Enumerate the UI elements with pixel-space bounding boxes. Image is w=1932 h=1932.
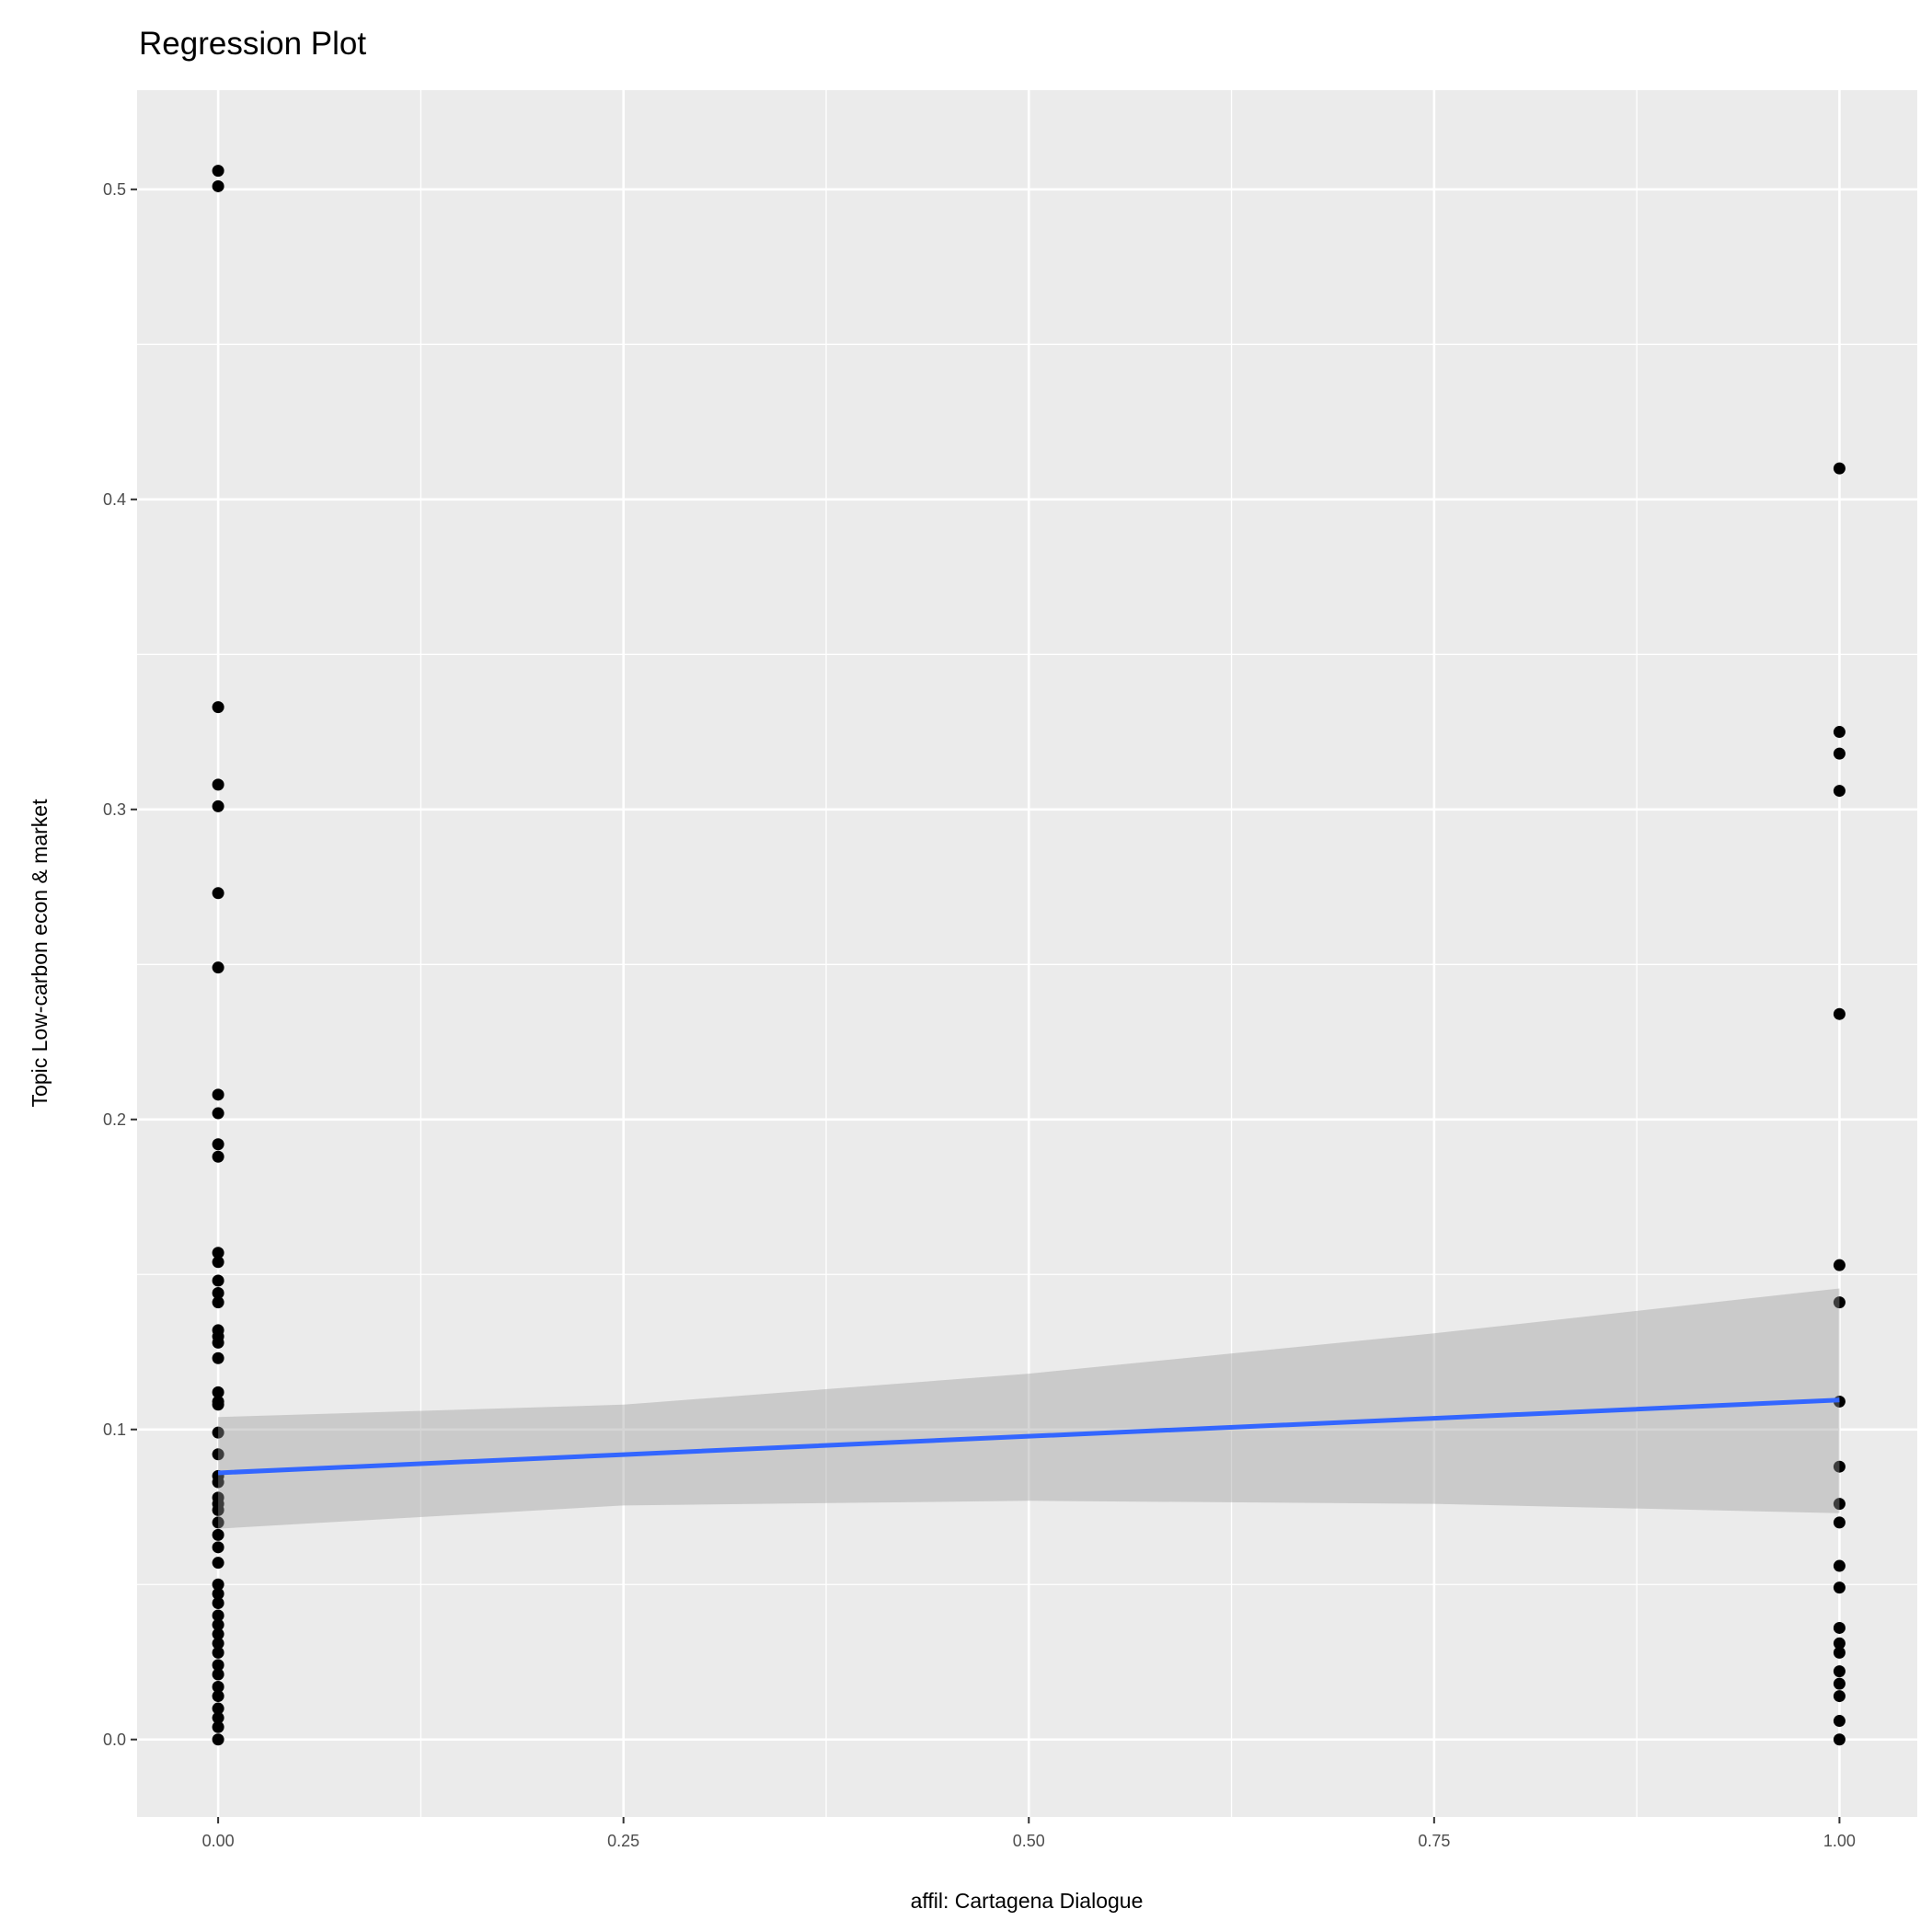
chart-title: Regression Plot <box>139 26 366 62</box>
y-tick-label: 0.4 <box>103 490 126 509</box>
data-point <box>212 1720 224 1733</box>
data-point <box>1833 1259 1846 1271</box>
data-point <box>212 1386 224 1398</box>
data-point <box>1833 1677 1846 1690</box>
data-point <box>1833 1690 1846 1703</box>
data-point <box>1833 785 1846 798</box>
y-tick-label: 0.0 <box>103 1731 126 1749</box>
data-point <box>212 701 224 714</box>
data-point <box>1833 1715 1846 1728</box>
y-tick-label: 0.5 <box>103 180 126 199</box>
data-point <box>212 1637 224 1650</box>
y-tick-label: 0.2 <box>103 1110 126 1129</box>
data-point <box>212 1618 224 1631</box>
y-axis-title: Topic Low-carbon econ & market <box>28 799 52 1108</box>
x-tick-label: 0.25 <box>607 1832 639 1850</box>
data-point <box>212 1668 224 1681</box>
data-point <box>212 1659 224 1672</box>
data-point <box>212 1557 224 1570</box>
x-axis-title: affil: Cartagena Dialogue <box>911 1889 1144 1913</box>
data-point <box>212 1680 224 1693</box>
data-point <box>1833 1460 1846 1473</box>
data-point <box>1833 1296 1846 1309</box>
data-point <box>212 1646 224 1659</box>
data-point <box>212 1627 224 1640</box>
x-tick-label: 0.50 <box>1013 1832 1045 1850</box>
data-point <box>1833 1498 1846 1511</box>
x-tick-label: 0.75 <box>1418 1832 1450 1850</box>
fit-line <box>218 1397 1840 1476</box>
data-point <box>212 1296 224 1309</box>
data-point <box>1833 1621 1846 1634</box>
data-point <box>212 1711 224 1724</box>
y-tick-label: 0.1 <box>103 1420 126 1439</box>
data-point <box>212 1150 224 1163</box>
data-point <box>212 1286 224 1299</box>
data-point <box>212 1107 224 1120</box>
plot-panel <box>137 90 1917 1817</box>
ci-band <box>218 1288 1840 1529</box>
data-point <box>1833 1733 1846 1746</box>
data-point <box>212 1088 224 1101</box>
data-point <box>212 1398 224 1411</box>
data-point <box>212 1274 224 1287</box>
data-point <box>212 1138 224 1151</box>
data-point <box>212 799 224 812</box>
data-point <box>1833 1637 1846 1650</box>
data-point <box>212 1578 224 1591</box>
data-point <box>212 1351 224 1364</box>
data-point <box>212 1733 224 1746</box>
y-tick-label: 0.3 <box>103 800 126 819</box>
data-point <box>1833 1581 1846 1594</box>
data-point <box>212 887 224 900</box>
data-point <box>1833 1007 1846 1020</box>
grid-lines <box>137 90 1917 1817</box>
data-point <box>1833 726 1846 739</box>
confidence-ribbon <box>218 1288 1840 1529</box>
axes: 0.00 0.25 0.50 0.75 1.00 0.0 0.1 0.2 0.3 0.4 0.5 <box>103 180 1856 1850</box>
data-point <box>212 1448 224 1461</box>
data-point <box>212 1690 224 1703</box>
data-point <box>212 1541 224 1554</box>
data-point <box>212 1247 224 1259</box>
data-point <box>212 1503 224 1516</box>
data-point <box>1833 462 1846 475</box>
data-point <box>1833 1559 1846 1572</box>
data-point <box>212 1516 224 1529</box>
data-point <box>212 1426 224 1439</box>
data-point <box>212 1702 224 1715</box>
data-point <box>1833 1665 1846 1678</box>
data-point <box>1833 1516 1846 1529</box>
data-point <box>212 1256 224 1269</box>
x-tick-label: 1.00 <box>1823 1832 1856 1850</box>
data-points <box>212 165 1846 1746</box>
data-point <box>212 1336 224 1349</box>
data-point <box>212 165 224 178</box>
x-tick-label: 0.00 <box>202 1832 235 1850</box>
data-point <box>1833 747 1846 760</box>
data-point <box>212 1587 224 1600</box>
data-point <box>212 1476 224 1489</box>
data-point <box>212 1596 224 1609</box>
data-point <box>1833 1646 1846 1659</box>
data-point <box>212 1528 224 1541</box>
data-point <box>212 179 224 192</box>
data-point <box>212 1609 224 1622</box>
data-point <box>212 778 224 791</box>
regression-line <box>218 1397 1840 1476</box>
data-point <box>212 961 224 974</box>
